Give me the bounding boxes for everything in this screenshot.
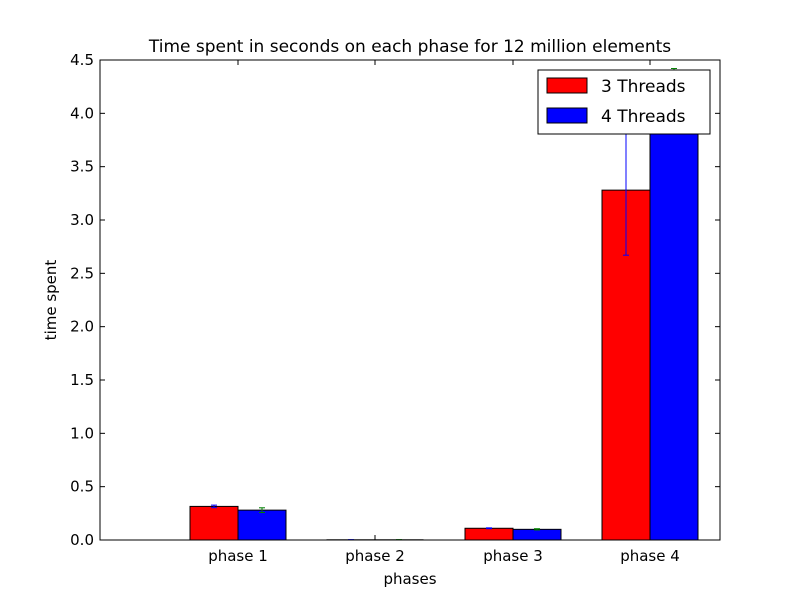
y-tick-label: 4.5	[70, 51, 94, 69]
y-tick-label: 0.0	[70, 531, 94, 549]
x-axis-label: phases	[383, 570, 436, 588]
x-tick-label: phase 1	[208, 547, 268, 565]
y-tick-label: 1.0	[70, 424, 94, 442]
y-axis-label: time spent	[42, 260, 60, 341]
bar-4-threads-phase-4	[649, 70, 699, 540]
y-tick-label: 3.0	[70, 211, 94, 229]
error-bar-3-threads-phase-3	[486, 527, 492, 530]
chart-title: Time spent in seconds on each phase for …	[148, 37, 671, 57]
y-tick-label: 2.0	[70, 318, 94, 336]
bars-layer	[189, 70, 699, 540]
legend-label-3-threads: 3 Threads	[601, 77, 686, 97]
legend-label-4-threads: 4 Threads	[601, 107, 686, 127]
x-tick-label: phase 3	[483, 547, 543, 565]
bar-4-threads-phase-1	[237, 509, 287, 540]
error-bar-4-threads-phase-1	[259, 507, 265, 513]
y-tick-label: 1.5	[70, 371, 94, 389]
legend: 3 Threads 4 Threads	[537, 69, 711, 135]
x-tick-label: phase 4	[620, 547, 680, 565]
x-tick-label: phase 2	[345, 547, 405, 565]
plot-frame	[99, 59, 721, 541]
y-tick-label: 3.5	[70, 158, 94, 176]
error-bar-4-threads-phase-3	[534, 528, 540, 531]
legend-swatch-4-threads	[546, 107, 588, 124]
bar-3-threads-phase-3	[464, 527, 514, 540]
legend-swatch-3-threads	[546, 77, 588, 94]
y-tick-label: 2.5	[70, 264, 94, 282]
y-axis: 0.0 0.5 1.0 1.5 2.0 2.5 3.0 3.5 4.0 4.5	[70, 51, 720, 549]
bar-3-threads-phase-1	[189, 505, 239, 540]
y-tick-label: 4.0	[70, 104, 94, 122]
error-bar-3-threads-phase-1	[211, 504, 217, 509]
y-tick-label: 0.5	[70, 478, 94, 496]
x-axis: phase 1 phase 2 phase 3 phase 4	[208, 60, 680, 565]
bar-4-threads-phase-3	[512, 528, 562, 540]
